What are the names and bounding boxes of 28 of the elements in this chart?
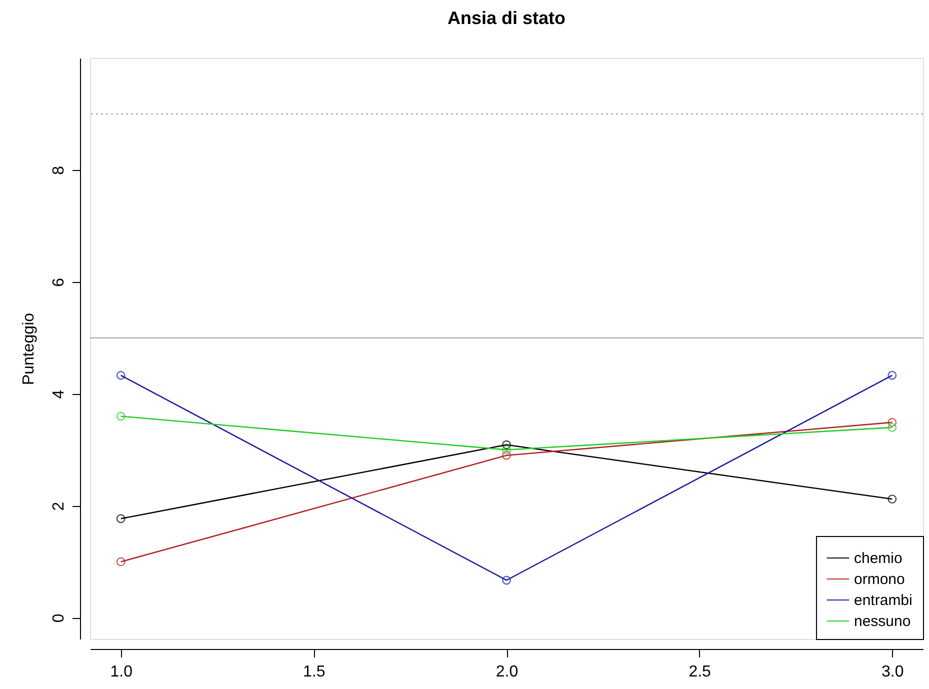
x-tick-label: 1.0 [110, 664, 133, 680]
point [888, 370, 897, 380]
point [502, 576, 511, 585]
point [502, 450, 511, 460]
point [502, 440, 511, 450]
y-tick-label: 8 [50, 166, 68, 175]
point [888, 422, 897, 432]
point [116, 514, 126, 524]
point [116, 557, 126, 566]
legend-label: entrambi [854, 592, 912, 609]
point [888, 494, 897, 504]
x-tick-label: 2.5 [688, 664, 712, 680]
point [116, 412, 126, 421]
y-tick-label: 0 [50, 614, 68, 623]
point [502, 445, 511, 454]
point [888, 418, 897, 427]
y-tick-label: 6 [50, 278, 68, 287]
legend-label: ormono [854, 571, 905, 588]
y-axis-title: Punteggio [20, 312, 38, 386]
x-tick-label: 3.0 [882, 664, 904, 680]
y-tick-label: 2 [50, 502, 68, 511]
legend-label: chemio [854, 550, 902, 567]
point [116, 370, 126, 380]
x-tick-label: 2.0 [496, 664, 518, 680]
chart-title: Ansia di stato [447, 8, 566, 28]
y-tick-label: 4 [50, 390, 68, 399]
legend-label: nessuno [854, 613, 911, 630]
x-tick-label: 1.5 [303, 664, 326, 680]
